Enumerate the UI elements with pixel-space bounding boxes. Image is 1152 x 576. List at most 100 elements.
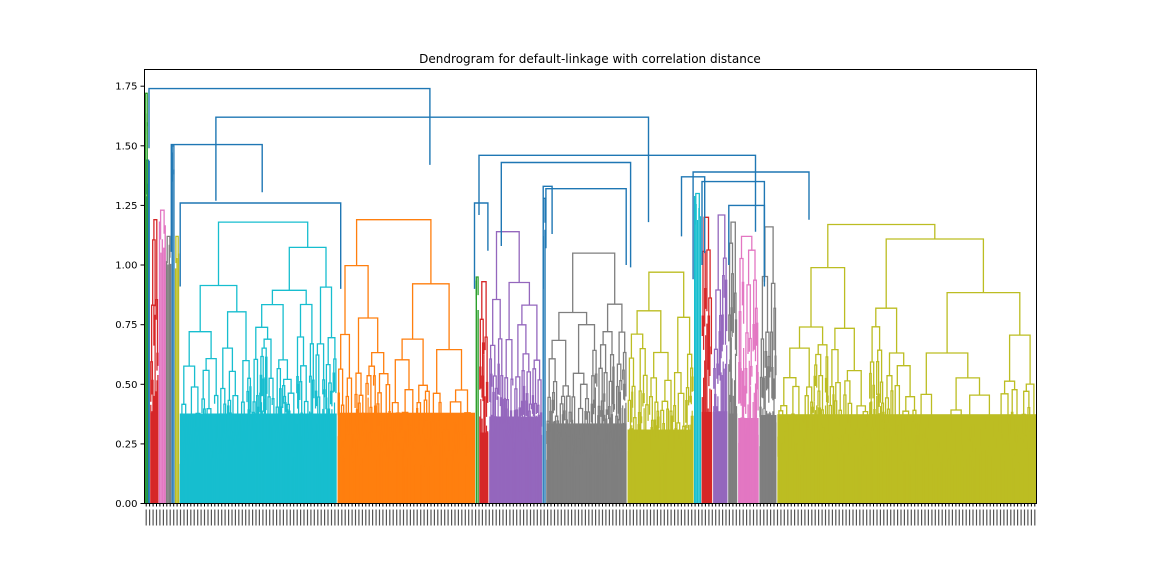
dendrogram-link [771, 366, 774, 401]
dendrogram-link [385, 383, 391, 416]
x-leaf-label-mark [413, 509, 415, 526]
x-leaf-label-mark [1013, 509, 1015, 526]
dendrogram-link [716, 363, 719, 384]
dendrogram-link [394, 359, 410, 403]
x-leaf-label-mark [303, 509, 305, 526]
top-link-8 [542, 185, 553, 289]
x-leaf-label-mark [962, 509, 964, 526]
cluster-7 [179, 221, 337, 504]
dendrogram-link [253, 358, 259, 402]
x-leaf-label-mark [807, 509, 809, 526]
x-leaf-label-mark [660, 509, 662, 526]
x-leaf-label-mark [924, 509, 926, 526]
x-leaf-label-mark [711, 509, 713, 526]
x-leaf-label-mark [368, 509, 370, 526]
x-leaf-label-mark [680, 509, 682, 526]
dendrogram-link [721, 314, 724, 352]
x-leaf-label-mark [334, 509, 336, 526]
dendrogram-link [251, 429, 254, 441]
y-axis: 0.00 0.25 0.50 0.75 1.00 1.25 1.50 1.75 [115, 82, 145, 510]
dendrogram-link [166, 235, 171, 264]
x-leaf-label-mark [344, 509, 346, 526]
top-link-11 [473, 202, 489, 289]
x-leaf-label-mark [722, 509, 724, 526]
dendrogram-link [475, 276, 479, 300]
y-tick-label: 1.75 [115, 82, 137, 93]
dendrogram-link [371, 351, 385, 374]
x-leaf-label-mark [478, 509, 480, 526]
cluster-15 [694, 192, 702, 504]
dendrogram-link [325, 397, 328, 414]
dendrogram-link [631, 391, 634, 423]
dendrogram-link [612, 366, 615, 405]
x-leaf-label-mark [536, 509, 538, 526]
x-leaf-label-mark [601, 509, 604, 526]
dendrogram-link [505, 338, 513, 380]
dendrogram-link [401, 338, 424, 386]
x-leaf-label-mark [842, 509, 844, 526]
x-leaf-label-mark [859, 509, 861, 526]
top-link-4 [500, 161, 632, 268]
x-leaf-label-mark [468, 509, 470, 526]
x-leaf-label-mark [797, 509, 799, 526]
dendrogram-link [653, 351, 669, 381]
dendrogram-link [423, 441, 427, 459]
cluster-9 [475, 276, 479, 504]
x-leaf-label-mark [310, 509, 312, 526]
x-leaf-label-mark [399, 509, 401, 526]
dendrogram-link [645, 404, 649, 433]
x-leaf-label-mark [564, 509, 566, 526]
x-leaf-label-mark [989, 509, 991, 526]
x-leaf-label-mark [598, 509, 600, 526]
x-leaf-label-mark [818, 509, 820, 526]
dendrogram-link [612, 404, 616, 412]
x-leaf-label-mark [739, 509, 741, 526]
dendrogram-link [372, 375, 376, 407]
x-leaf-label-mark [512, 509, 514, 526]
x-leaf-label-mark [258, 509, 260, 526]
x-leaf-label-mark [162, 509, 164, 526]
dendrogram-link [770, 331, 774, 372]
dendrogram-link [510, 378, 514, 411]
dendrogram-link [259, 374, 263, 397]
dendrogram-link [293, 443, 297, 453]
top-link-3 [478, 154, 757, 232]
dendrogram-link [1000, 393, 1009, 417]
x-leaf-label-mark [790, 509, 792, 526]
dendrogram-link [722, 275, 725, 315]
x-leaf-label-mark [375, 509, 377, 526]
x-leaf-label-mark [646, 509, 648, 526]
dendrogram-link [767, 366, 770, 403]
x-leaf-label-mark [505, 509, 507, 526]
x-leaf-label-mark [958, 509, 960, 526]
x-leaf-label-mark [221, 509, 223, 526]
x-leaf-label-mark [214, 509, 216, 526]
dendrogram-link [317, 396, 321, 416]
x-leaf-label-mark [591, 509, 593, 526]
dendrogram-link [885, 238, 985, 309]
x-leaf-label-mark [252, 509, 254, 526]
top-link-9 [545, 188, 627, 265]
dendrogram-link [484, 336, 488, 383]
dendrogram-link [249, 386, 252, 417]
x-leaf-label-mark [608, 509, 610, 526]
dendrogram-link [607, 406, 611, 420]
dendrogram-link [311, 379, 315, 415]
dendrogram-link [308, 375, 312, 414]
x-leaf-label-mark [663, 509, 665, 526]
x-leaf-label-mark [670, 509, 672, 526]
dendrogram-link [261, 303, 284, 360]
cluster-8 [337, 219, 475, 504]
dendrogram-link [648, 271, 685, 318]
dendrogram-link [836, 436, 839, 452]
x-leaf-label-mark [951, 509, 953, 526]
y-tick-label: 0.00 [115, 499, 137, 510]
x-leaf-label-mark [941, 509, 943, 526]
dendrogram-link [531, 395, 535, 417]
dendrogram-link [231, 418, 235, 433]
x-leaf-label-mark [203, 509, 206, 526]
x-leaf-label-mark [481, 509, 483, 526]
x-leaf-label-mark [907, 509, 909, 526]
dendrogram-link [1028, 430, 1031, 449]
dendrogram-link [246, 390, 250, 410]
